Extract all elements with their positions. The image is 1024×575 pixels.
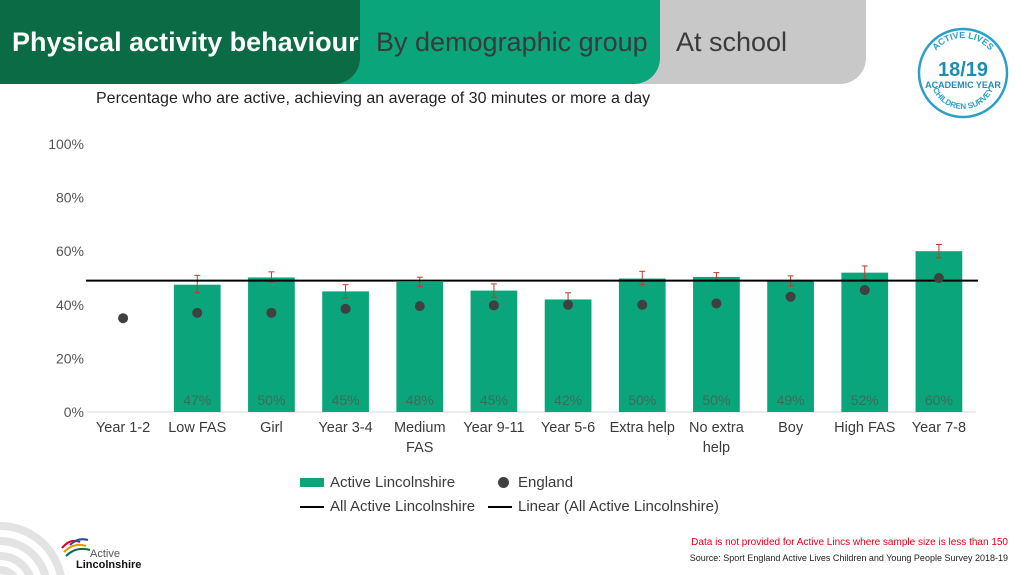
legend-bar-swatch	[300, 478, 324, 487]
tab-demographic-group[interactable]: By demographic group	[300, 0, 660, 84]
data-label: 50%	[257, 392, 285, 408]
data-label: 42%	[554, 392, 582, 408]
legend-label: Linear (All Active Lincolnshire)	[518, 498, 719, 515]
england-point	[637, 299, 648, 310]
legend-dot-swatch	[498, 477, 509, 488]
x-tick-label: Year 1-2	[96, 420, 150, 436]
england-point	[563, 299, 574, 310]
y-tick-label: 20%	[56, 350, 84, 366]
logo-text-lincolnshire: Lincolnshire	[76, 559, 142, 571]
data-label: 50%	[628, 392, 656, 408]
england-point	[340, 303, 351, 314]
data-label: 47%	[183, 392, 211, 408]
x-tick-label: Boy	[778, 420, 804, 436]
england-point	[785, 291, 796, 302]
tab-label: By demographic group	[376, 26, 648, 57]
bar	[544, 299, 592, 412]
england-point	[118, 313, 129, 324]
tab-physical-activity[interactable]: Physical activity behaviour	[0, 0, 360, 84]
legend-label: England	[518, 474, 574, 491]
data-label: 50%	[702, 392, 730, 408]
y-tick-label: 40%	[56, 297, 84, 313]
sample-size-note: Data is not provided for Active Lincs wh…	[691, 537, 1008, 548]
england-point	[933, 273, 944, 283]
source-note: Source: Sport England Active Lives Child…	[689, 553, 1008, 563]
legend-label: Active Lincolnshire	[330, 474, 456, 491]
x-tick-label: Year 7-8	[912, 420, 966, 436]
badge-middle-text: ACADEMIC YEAR	[925, 80, 1001, 90]
bar	[470, 290, 518, 412]
y-tick-label: 100%	[48, 136, 84, 152]
chart-legend: Active Lincolnshire England All Active L…	[300, 474, 760, 522]
chart-subtitle: Percentage who are active, achieving an …	[96, 90, 651, 107]
tab-label: At school	[676, 26, 788, 57]
legend-item-linear: Linear (All Active Lincolnshire)	[488, 498, 719, 515]
logo-text-active: Active	[90, 548, 120, 560]
data-label: 49%	[777, 392, 805, 408]
x-tick-label: No extra help	[689, 420, 745, 456]
legend-label: All Active Lincolnshire	[330, 498, 476, 515]
england-point	[192, 307, 203, 318]
y-tick-label: 0%	[64, 404, 84, 420]
tab-bar: At school By demographic group Physical …	[0, 0, 1024, 86]
england-point	[859, 285, 870, 296]
bar	[173, 284, 221, 412]
data-label: 45%	[332, 392, 360, 408]
tab-label: Physical activity behaviour	[12, 26, 359, 57]
bar	[841, 272, 889, 412]
england-point	[414, 301, 425, 312]
legend-item-england: England	[498, 474, 573, 491]
x-tick-label: Low FAS	[168, 420, 226, 436]
y-tick-label: 80%	[56, 190, 84, 206]
legend-line-swatch	[300, 505, 324, 508]
england-point	[266, 307, 277, 318]
active-lives-badge: ACTIVE LIVES 18/19 ACADEMIC YEAR CHILDRE…	[917, 27, 1009, 119]
bar	[248, 277, 295, 412]
legend-item-active-lincolnshire: Active Lincolnshire	[300, 474, 455, 491]
england-point	[488, 300, 499, 311]
active-lincolnshire-logo: Active Lincolnshire	[60, 534, 150, 572]
x-tick-label: Medium FAS	[394, 420, 446, 456]
legend-line-swatch	[488, 505, 512, 508]
x-tick-label: Year 9-11	[463, 420, 524, 436]
decorative-arcs-icon	[0, 522, 65, 575]
data-label: 60%	[925, 392, 953, 408]
x-tick-label: Extra help	[610, 420, 675, 436]
bar	[767, 280, 814, 412]
x-tick-label: Girl	[260, 420, 283, 436]
data-label: 45%	[480, 392, 508, 408]
x-tick-label: Year 3-4	[318, 420, 372, 436]
swoosh-icon	[61, 538, 91, 557]
x-tick-label: High FAS	[834, 420, 895, 436]
data-label: 48%	[406, 392, 434, 408]
bar-chart: 0% 20% 40% 60% 80% 100% Year 1-2 47% Low FAS 50% G…	[48, 136, 978, 456]
england-point	[711, 298, 722, 309]
legend-item-all-active-lincolnshire: All Active Lincolnshire	[300, 498, 475, 515]
y-tick-label: 60%	[56, 243, 84, 259]
data-label: 52%	[851, 392, 879, 408]
badge-number: 18/19	[938, 59, 988, 81]
x-tick-label: Year 5-6	[541, 420, 595, 436]
